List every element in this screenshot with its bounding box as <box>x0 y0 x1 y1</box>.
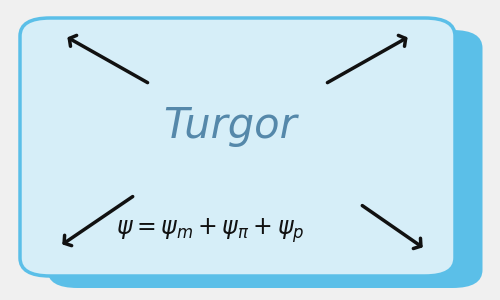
Text: Turgor: Turgor <box>163 105 297 147</box>
Text: $\psi = \psi_m + \psi_\pi + \psi_p$: $\psi = \psi_m + \psi_\pi + \psi_p$ <box>116 217 304 245</box>
FancyBboxPatch shape <box>48 30 482 288</box>
FancyBboxPatch shape <box>20 18 455 276</box>
